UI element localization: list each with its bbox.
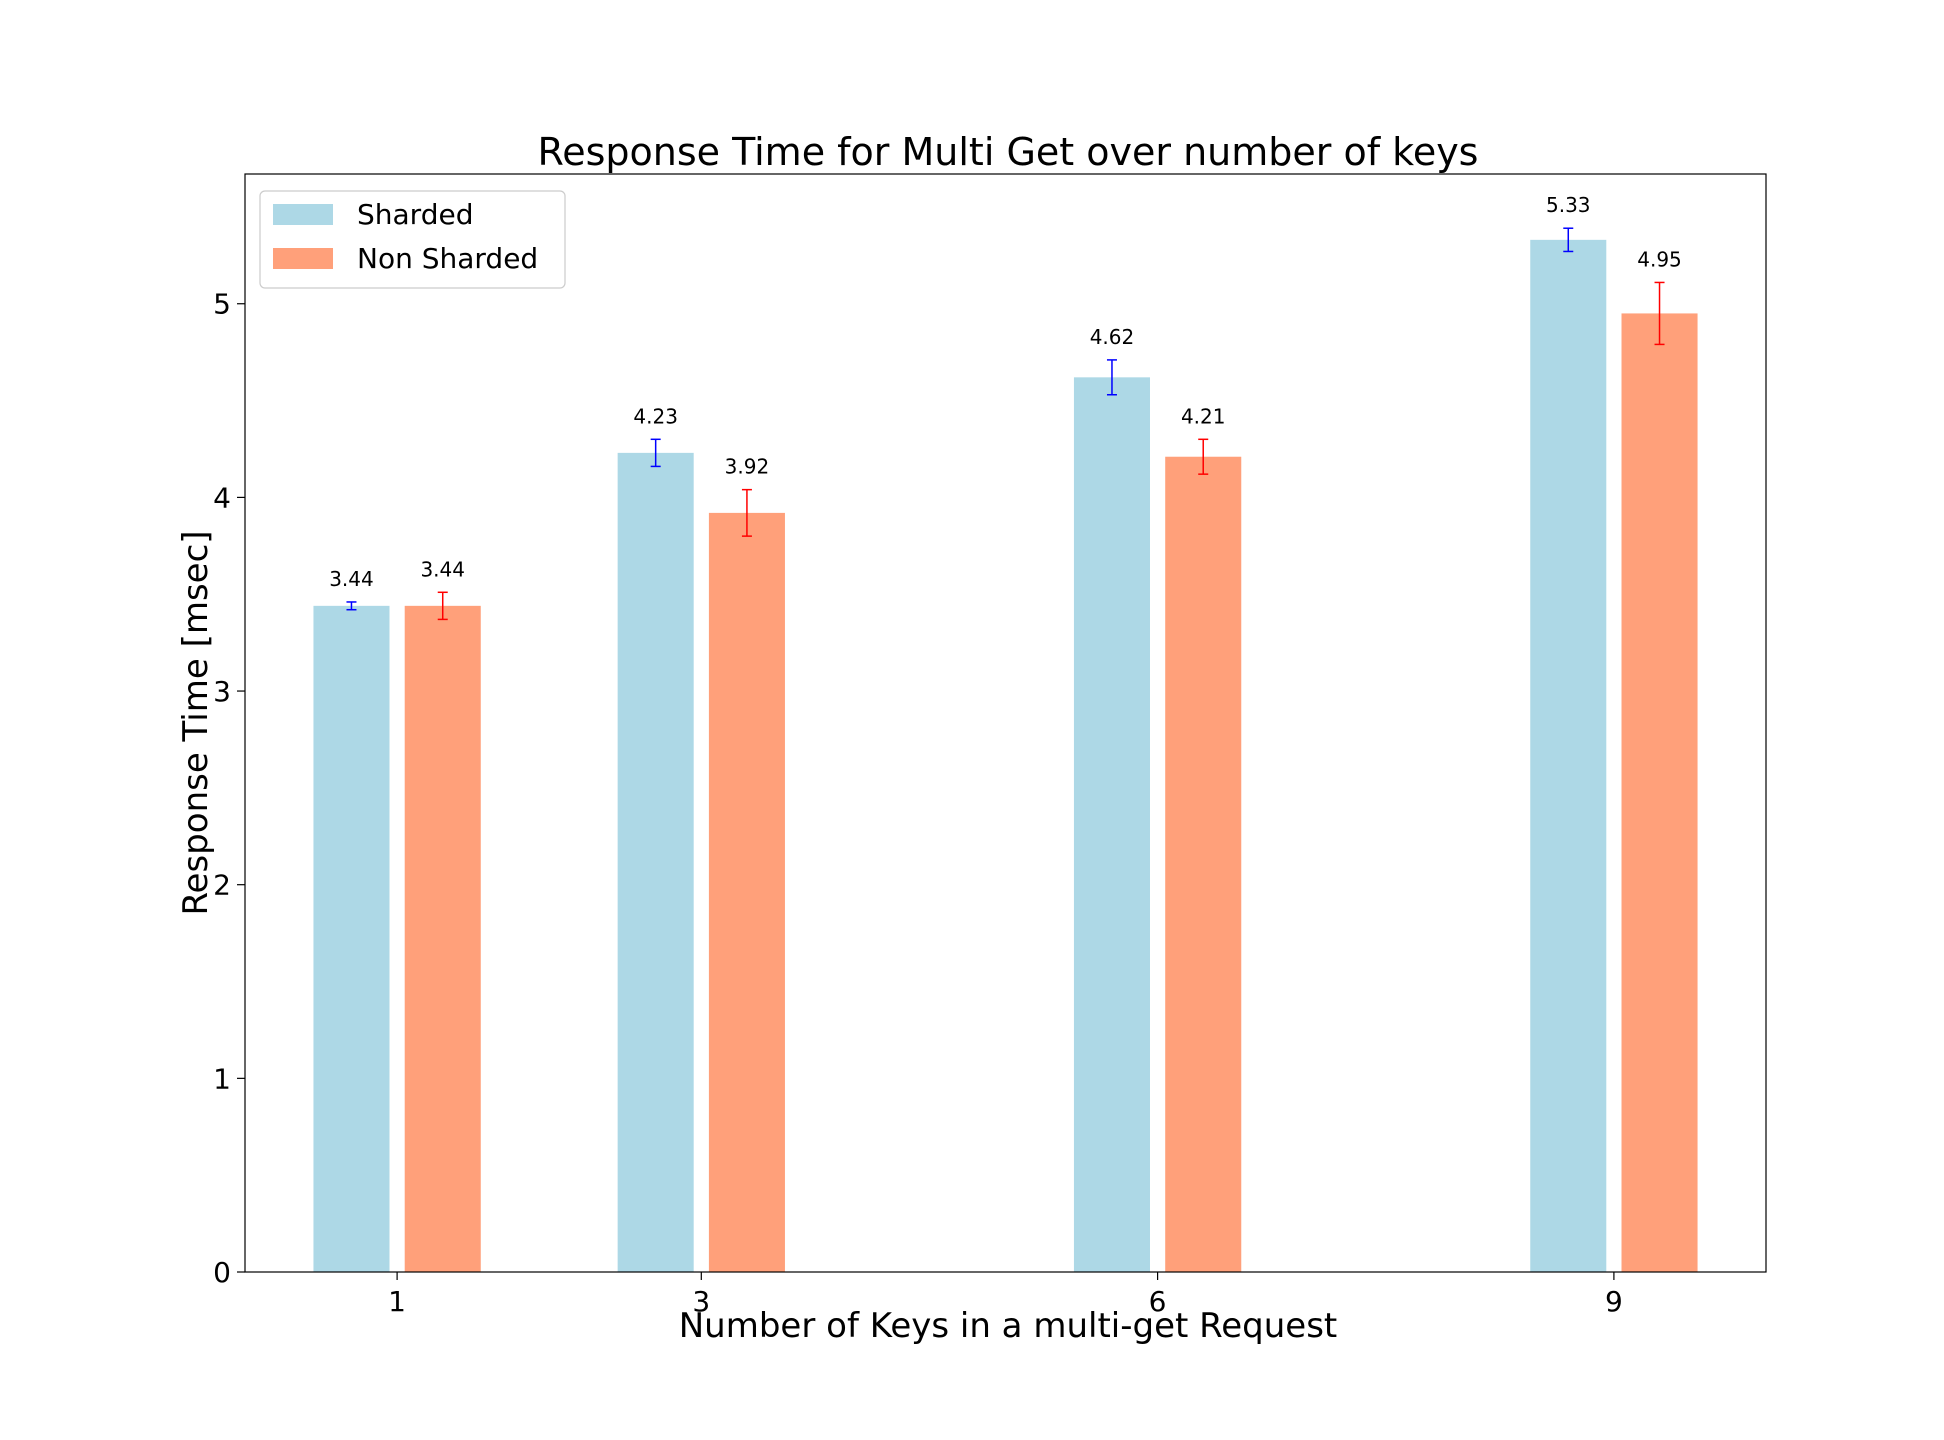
x-axis-label: Number of Keys in a multi-get Request	[679, 1306, 1337, 1346]
legend-swatch-non-sharded	[273, 248, 333, 269]
bar-non-sharded-6	[1165, 456, 1242, 1272]
bar-sharded-1	[313, 605, 390, 1272]
plot-frame	[244, 173, 1767, 1273]
legend-label-non-sharded: Non Sharded	[357, 242, 538, 275]
data-label: 3.92	[725, 455, 770, 479]
x-tick-label: 6	[1149, 1285, 1167, 1318]
bar-sharded-6	[1073, 377, 1150, 1272]
legend: Sharded Non Sharded	[259, 190, 566, 289]
legend-label-sharded: Sharded	[357, 198, 473, 231]
y-tick-label: 3	[213, 675, 231, 708]
y-axis-label: Response Time [msec]	[176, 530, 216, 915]
x-tick-label: 3	[692, 1285, 710, 1318]
data-label: 4.21	[1181, 404, 1226, 428]
data-label: 3.44	[420, 557, 465, 581]
data-label: 3.44	[329, 567, 374, 591]
bar-sharded-3	[617, 452, 694, 1272]
y-tick-label: 1	[213, 1062, 231, 1095]
chart-title: Response Time for Multi Get over number …	[538, 130, 1479, 174]
y-tick-label: 4	[213, 481, 231, 514]
plot-area: 3.44 4.23 4.62 5.33 3.44 3.92 4.21 4.95 0 1 2 3 4 5 1 3…	[213, 173, 1767, 1318]
data-label: 4.62	[1090, 325, 1135, 349]
bar-non-sharded-1	[404, 605, 481, 1272]
x-tick-label: 1	[388, 1285, 406, 1318]
y-tick-label: 0	[213, 1256, 231, 1289]
data-label: 4.95	[1637, 247, 1682, 271]
legend-swatch-sharded	[273, 204, 333, 225]
data-label: 4.23	[633, 404, 678, 428]
x-tick-label: 9	[1605, 1285, 1623, 1318]
data-label: 5.33	[1546, 193, 1591, 217]
bar-non-sharded-3	[708, 512, 785, 1272]
y-tick-label: 2	[213, 869, 231, 902]
bar-sharded-9	[1530, 239, 1607, 1272]
bar-non-sharded-9	[1621, 313, 1698, 1272]
legend-box	[259, 190, 566, 289]
y-tick-label: 5	[213, 288, 231, 321]
